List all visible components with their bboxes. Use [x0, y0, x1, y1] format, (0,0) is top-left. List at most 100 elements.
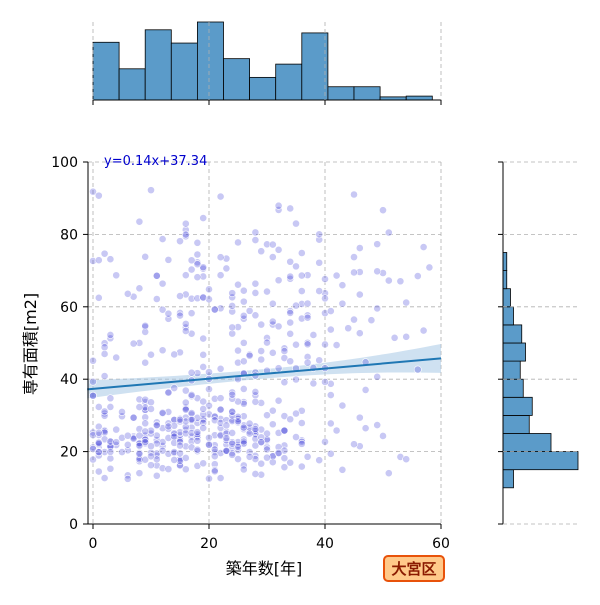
scatter-point: [228, 388, 237, 397]
scatter-point: [286, 329, 295, 338]
scatter-point: [106, 454, 115, 463]
scatter-point: [234, 455, 242, 463]
scatter-point: [326, 419, 335, 428]
y-tick-label: 80: [60, 227, 78, 243]
scatter-point: [164, 255, 173, 264]
scatter-point: [123, 440, 132, 449]
scatter-point: [118, 433, 126, 442]
scatter-point: [164, 309, 173, 318]
scatter-point: [292, 375, 300, 384]
scatter-point: [176, 441, 184, 450]
scatter-point: [89, 187, 97, 196]
x-hist-bar: [118, 68, 146, 101]
scatter-point: [373, 267, 382, 276]
scatter-point: [176, 428, 184, 437]
scatter-point: [251, 455, 260, 463]
scatter-point: [100, 339, 109, 348]
scatter-point: [321, 294, 329, 303]
scatter-point: [355, 413, 364, 422]
scatter-point: [239, 461, 248, 470]
scatter-point: [216, 253, 225, 262]
scatter-point: [170, 438, 179, 447]
scatter-point: [141, 321, 150, 330]
scatter-point: [118, 408, 126, 416]
scatter-point: [106, 403, 115, 411]
scatter-point: [164, 408, 173, 416]
scatter-point: [181, 225, 190, 234]
scatter-point: [205, 433, 213, 442]
scatter-point: [158, 305, 167, 314]
scatter-point: [251, 289, 260, 297]
scatter-point: [280, 463, 289, 472]
scatter-point: [170, 456, 179, 464]
scatter-point: [419, 243, 428, 251]
scatter-point: [181, 230, 190, 239]
scatter-point: [245, 351, 254, 360]
scatter-point: [100, 448, 109, 456]
scatter-point: [326, 379, 335, 388]
scatter-point: [286, 274, 295, 283]
scatter-point: [106, 442, 115, 451]
scatter-point: [379, 432, 387, 440]
scatter-point: [402, 455, 411, 464]
scatter-point: [193, 428, 202, 437]
scatter-point: [176, 449, 184, 458]
x-hist-bar: [405, 95, 433, 101]
scatter-point: [193, 260, 202, 269]
scatter-point: [141, 427, 150, 436]
scatter-point: [187, 329, 196, 338]
scatter-point: [94, 438, 103, 447]
x-hist-bar: [249, 76, 277, 101]
y-hist-bar: [502, 252, 508, 272]
scatter-point: [239, 385, 248, 393]
regression-line-path: [87, 357, 442, 391]
scatter-point: [251, 451, 260, 460]
scatter-point: [205, 295, 213, 304]
scatter-point: [164, 422, 173, 431]
x-hist-bar: [196, 21, 224, 101]
x-tick-label: 20: [200, 536, 218, 552]
scatter-point: [384, 469, 393, 478]
scatter-point: [234, 280, 242, 289]
scatter-point: [350, 315, 358, 324]
scatter-point: [141, 252, 150, 261]
y-tick-label: 40: [60, 372, 78, 388]
scatter-point: [199, 459, 208, 468]
scatter-point: [350, 440, 358, 449]
scatter-point: [257, 355, 266, 364]
scatter-point: [135, 431, 144, 440]
scatter-point: [251, 426, 260, 435]
scatter-point: [176, 311, 184, 320]
y-hist-bar: [502, 469, 514, 489]
scatter-point: [210, 467, 219, 476]
scatter-point: [286, 458, 295, 467]
scatter-point: [315, 258, 324, 267]
scatter-point: [123, 289, 132, 298]
scatter-point: [222, 264, 231, 273]
scatter-point: [257, 320, 266, 329]
scatter-point: [181, 219, 190, 228]
scatter-point: [245, 429, 254, 438]
scatter-point: [210, 452, 219, 461]
scatter-point: [309, 379, 318, 388]
scatter-point: [268, 240, 277, 249]
scatter-point: [152, 471, 161, 480]
scatter-point: [187, 265, 196, 274]
scatter-point: [158, 279, 167, 288]
scatter-point: [164, 388, 173, 397]
scatter-point: [216, 474, 225, 482]
scatter-point: [176, 237, 184, 246]
scatter-point: [303, 358, 312, 367]
scatter-point: [268, 420, 277, 429]
y-tick-label: 0: [69, 517, 78, 533]
scatter-point: [176, 309, 184, 317]
x-tick-label: 60: [432, 536, 450, 552]
scatter-point: [158, 438, 167, 446]
scatter-point: [100, 350, 109, 358]
scatter-point: [135, 455, 144, 464]
scatter-point: [425, 263, 434, 272]
scatter-point: [205, 285, 213, 294]
scatter-point: [199, 418, 208, 427]
scatter-point: [390, 333, 399, 342]
scatter-point: [152, 295, 161, 303]
